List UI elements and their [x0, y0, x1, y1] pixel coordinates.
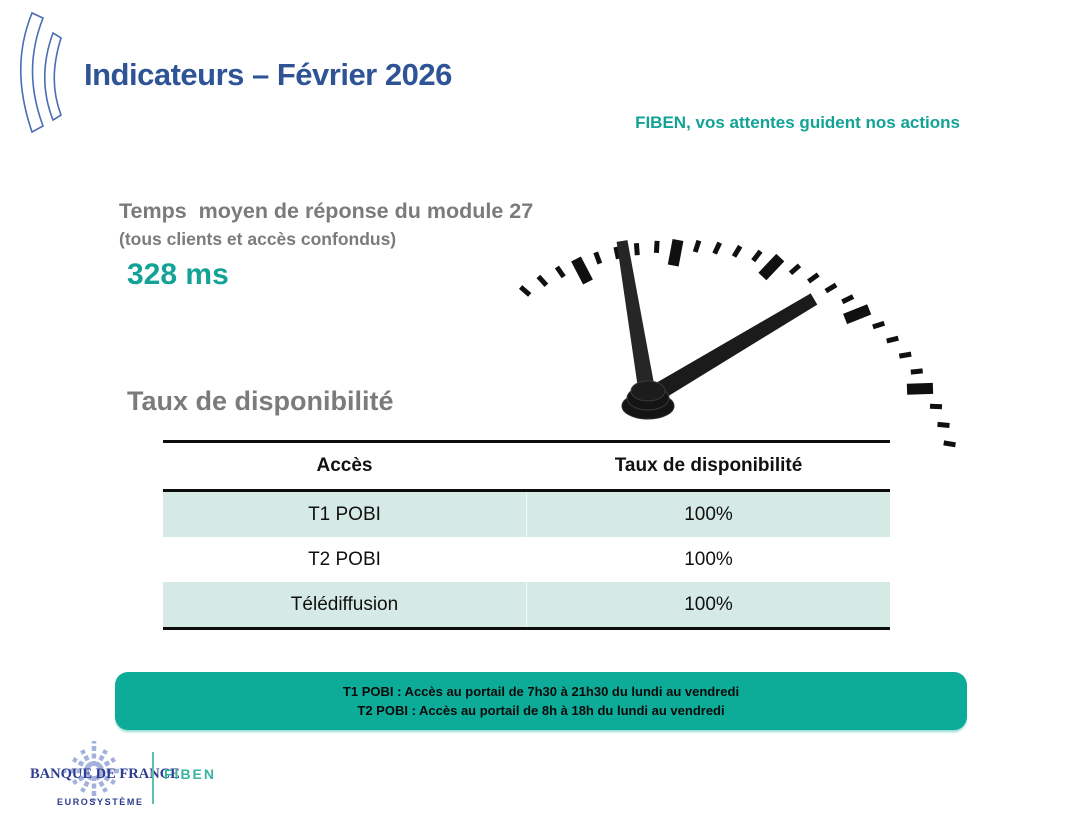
bdf-crescent-logo-icon [19, 11, 62, 134]
table-row: T1 POBI 100% [163, 490, 890, 537]
cell-access: T1 POBI [163, 490, 527, 537]
clock-hour-hand [643, 293, 818, 406]
banner-line-1: T1 POBI : Accès au portail de 7h30 à 21h… [342, 684, 740, 699]
clock-hands-image [518, 238, 956, 448]
table-row: Télédiffusion 100% [163, 582, 890, 630]
response-time-subtitle: (tous clients et accès confondus) [119, 229, 397, 249]
cell-access: Télédiffusion [163, 582, 527, 630]
column-header-access: Accès [163, 440, 527, 492]
cell-rate: 100% [526, 582, 890, 630]
cell-rate: 100% [526, 537, 890, 582]
table-row: T2 POBI 100% [163, 537, 890, 582]
banner-line-2: T2 POBI : Accès au portail de 8h à 18h d… [357, 703, 725, 718]
fiben-tagline: FIBEN, vos attentes guident nos actions [635, 113, 960, 132]
column-header-rate: Taux de disponibilité [526, 440, 890, 492]
availability-table: Accès Taux de disponibilité T1 POBI 100%… [163, 440, 890, 630]
access-hours-banner: T1 POBI : Accès au portail de 7h30 à 21h… [115, 672, 967, 730]
clock-minute-hand [616, 240, 657, 400]
banque-de-france-logo-text: BANQUE DE FRANCE [30, 766, 180, 782]
cell-rate: 100% [526, 490, 890, 537]
clock-hub [621, 380, 675, 420]
bdf-starburst-logo-icon [64, 741, 124, 801]
footer-divider [152, 752, 154, 804]
availability-heading: Taux de disponibilité [127, 386, 394, 416]
fiben-logo-text: FIBEN [164, 766, 216, 782]
table-header-row: Accès Taux de disponibilité [163, 440, 890, 492]
response-time-value: 328 ms [127, 258, 229, 291]
cell-access: T2 POBI [308, 548, 381, 570]
eurosysteme-label: EUROSYSTÈME [57, 797, 144, 807]
response-time-title: Temps moyen de réponse du module 27 [119, 199, 534, 223]
page-title: Indicateurs – Février 2026 [84, 57, 452, 92]
